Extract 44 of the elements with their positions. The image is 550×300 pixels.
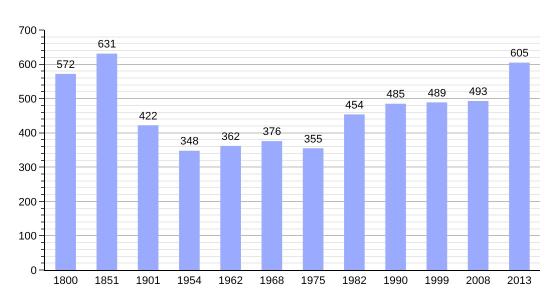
bar	[344, 114, 365, 270]
y-tick-label: 200	[18, 196, 37, 208]
data-label: 376	[262, 126, 282, 138]
y-tick-label: 400	[18, 128, 37, 140]
x-tick-label: 1800	[53, 275, 78, 288]
bar	[55, 74, 76, 270]
bar	[179, 150, 200, 270]
data-label: 454	[345, 99, 364, 112]
x-tick-label: 1968	[260, 275, 284, 288]
x-tick-label: 1962	[218, 275, 243, 288]
bar	[302, 148, 324, 270]
y-tick-label: 100	[18, 230, 37, 243]
y-tick-label: 700	[18, 24, 37, 37]
bar	[509, 62, 530, 270]
x-tick-label: 1901	[136, 275, 160, 288]
bar	[426, 102, 448, 270]
data-label: 362	[221, 130, 240, 143]
x-tick-label: 2013	[507, 275, 532, 288]
data-label: 485	[386, 88, 405, 101]
x-tick-label: 2008	[466, 275, 490, 288]
x-tick-label: 1851	[94, 275, 120, 288]
data-label: 348	[180, 136, 199, 148]
bar	[220, 146, 241, 270]
bar	[468, 100, 488, 270]
x-tick-label: 1982	[342, 275, 367, 288]
data-label: 631	[98, 38, 116, 51]
data-label: 572	[56, 58, 75, 71]
bar	[262, 141, 282, 270]
x-tick-label: 1975	[300, 275, 326, 288]
y-tick-label: 0	[30, 264, 37, 277]
y-tick-label: 600	[18, 59, 37, 72]
y-tick-label: 500	[18, 93, 37, 106]
data-label: 355	[304, 133, 322, 146]
data-label: 422	[138, 110, 158, 122]
data-label: 489	[428, 87, 446, 100]
x-tick-label: 1999	[424, 275, 450, 288]
y-tick-label: 300	[18, 162, 37, 174]
bar	[96, 54, 118, 270]
x-tick-label: 1954	[177, 275, 202, 288]
bar	[138, 125, 158, 270]
data-label: 493	[468, 86, 488, 98]
data-label: 605	[510, 48, 529, 60]
bar	[385, 104, 406, 270]
x-tick-label: 1990	[383, 275, 408, 288]
